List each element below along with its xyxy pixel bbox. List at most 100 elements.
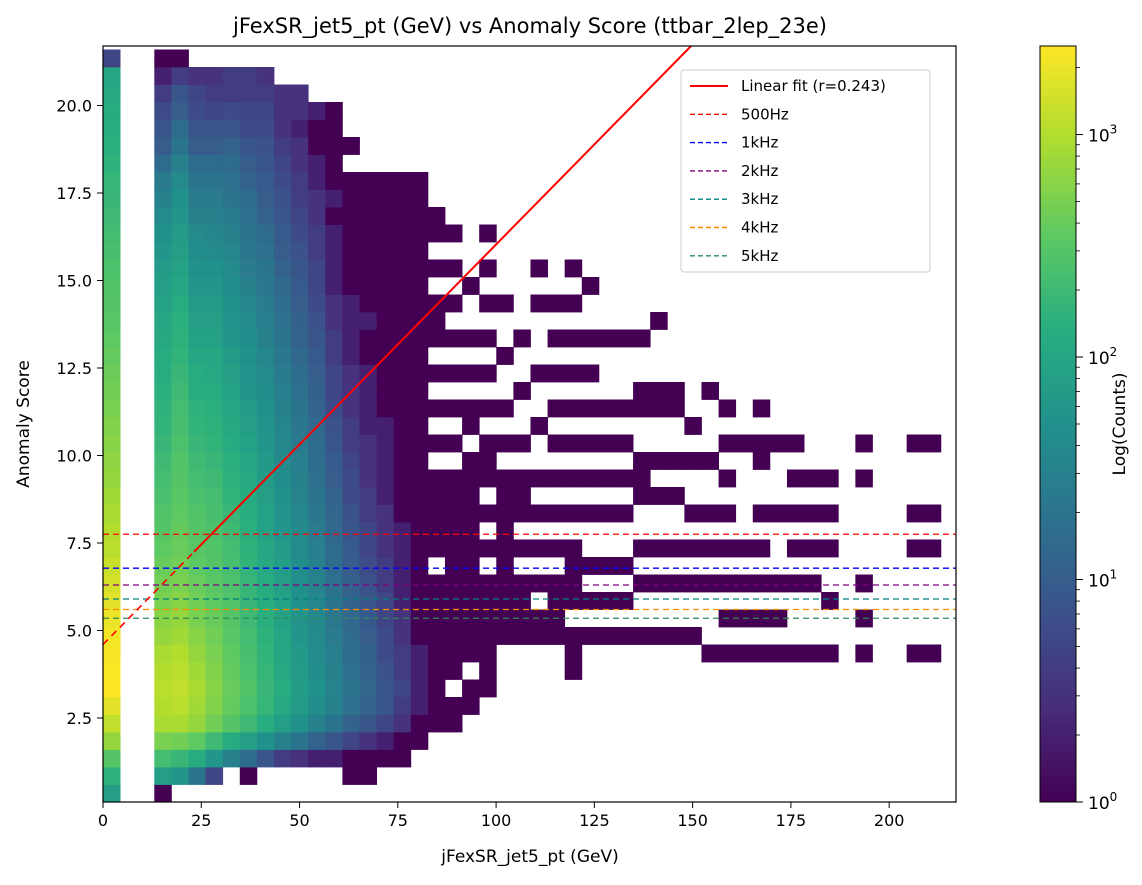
heatmap-cell xyxy=(667,539,685,558)
heatmap-cell xyxy=(410,732,429,750)
heatmap-cell xyxy=(239,172,258,190)
heatmap-cell xyxy=(291,662,309,680)
heatmap-cell xyxy=(581,557,600,575)
heatmap-cell xyxy=(410,609,429,628)
heatmap-cell xyxy=(393,399,412,418)
heatmap-cell xyxy=(393,504,412,523)
heatmap-cell xyxy=(325,294,343,313)
heatmap-cell xyxy=(633,382,651,400)
heatmap-cell xyxy=(222,189,241,208)
heatmap-cell xyxy=(222,329,241,348)
heatmap-cell xyxy=(650,452,668,470)
heatmap-cell xyxy=(735,644,754,663)
heatmap-cell xyxy=(103,154,121,173)
heatmap-cell xyxy=(188,452,206,470)
heatmap-cell xyxy=(479,224,497,243)
heatmap-cell xyxy=(650,382,668,400)
heatmap-cell xyxy=(427,714,446,733)
heatmap-cell xyxy=(444,224,463,243)
heatmap-cell xyxy=(410,679,429,698)
heatmap-cell xyxy=(479,592,497,610)
heatmap-cell xyxy=(410,592,429,610)
heatmap-cell xyxy=(530,627,548,645)
heatmap-cell xyxy=(239,189,258,208)
heatmap-cell xyxy=(667,399,685,418)
heatmap-cell xyxy=(308,592,326,610)
heatmap-cell xyxy=(462,592,480,610)
heatmap-cell xyxy=(103,539,121,558)
heatmap-cell xyxy=(188,67,206,85)
heatmap-cell xyxy=(256,399,275,418)
heatmap-cell xyxy=(752,644,771,663)
heatmap-cell xyxy=(291,207,309,225)
heatmap-cell xyxy=(479,679,497,698)
heatmap-cell xyxy=(171,679,189,698)
heatmap-cell xyxy=(171,609,189,628)
heatmap-cell xyxy=(291,347,309,365)
heatmap-cell xyxy=(308,329,326,348)
heatmap-cell xyxy=(205,452,224,470)
heatmap-cell xyxy=(256,732,275,750)
heatmap-cell xyxy=(479,452,497,470)
heatmap-cell xyxy=(444,644,463,663)
heatmap-cell xyxy=(103,242,121,260)
heatmap-cell xyxy=(325,732,343,750)
colorbar-label: Log(Counts) xyxy=(1110,373,1130,476)
heatmap-cell xyxy=(273,364,292,383)
heatmap-cell xyxy=(393,224,412,243)
heatmap-cell xyxy=(188,679,206,698)
heatmap-cell xyxy=(769,574,788,593)
heatmap-cell xyxy=(462,679,480,698)
heatmap-cell xyxy=(171,102,189,120)
heatmap-cell xyxy=(376,697,395,715)
heatmap-cell xyxy=(188,347,206,365)
heatmap-cell xyxy=(325,434,343,453)
heatmap-cell xyxy=(171,662,189,680)
heatmap-cell xyxy=(171,172,189,190)
heatmap-cell xyxy=(291,137,309,155)
heatmap-cell xyxy=(376,574,395,593)
heatmap-cell xyxy=(513,504,531,523)
legend-label: 500Hz xyxy=(741,105,789,123)
heatmap-cell xyxy=(462,469,480,488)
heatmap-cell xyxy=(530,469,548,488)
heatmap-cell xyxy=(547,504,566,523)
heatmap-cell xyxy=(376,399,395,418)
heatmap-cell xyxy=(291,504,309,523)
heatmap-cell xyxy=(103,172,121,190)
heatmap-cell xyxy=(530,417,548,435)
heatmap-cell xyxy=(188,434,206,453)
heatmap-cell xyxy=(205,697,224,715)
heatmap-cell xyxy=(906,434,925,453)
heatmap-cell xyxy=(239,67,258,85)
heatmap-cell xyxy=(325,119,343,138)
heatmap-cell xyxy=(444,364,463,383)
heatmap-cell xyxy=(256,294,275,313)
heatmap-cell xyxy=(444,557,463,575)
heatmap-cell xyxy=(547,434,566,453)
heatmap-cell xyxy=(359,224,377,243)
heatmap-cell xyxy=(342,732,360,750)
heatmap-cell xyxy=(256,67,275,85)
heatmap-cell xyxy=(752,574,771,593)
heatmap-cell xyxy=(410,434,429,453)
heatmap-cell xyxy=(222,732,241,750)
heatmap-cell xyxy=(171,259,189,278)
heatmap-cell xyxy=(188,644,206,663)
heatmap-cell xyxy=(308,697,326,715)
heatmap-cell xyxy=(188,522,206,540)
heatmap-cell xyxy=(222,154,241,173)
heatmap-cell xyxy=(376,592,395,610)
heatmap-cell xyxy=(273,259,292,278)
heatmap-cell xyxy=(205,242,224,260)
heatmap-cell xyxy=(427,207,446,225)
heatmap-cell xyxy=(273,399,292,418)
heatmap-cell xyxy=(376,259,395,278)
heatmap-cell xyxy=(376,644,395,663)
heatmap-cell xyxy=(188,627,206,645)
heatmap-cell xyxy=(256,102,275,120)
heatmap-cell xyxy=(479,662,497,680)
heatmap-cell xyxy=(376,662,395,680)
heatmap-cell xyxy=(154,627,172,645)
heatmap-cell xyxy=(376,679,395,698)
